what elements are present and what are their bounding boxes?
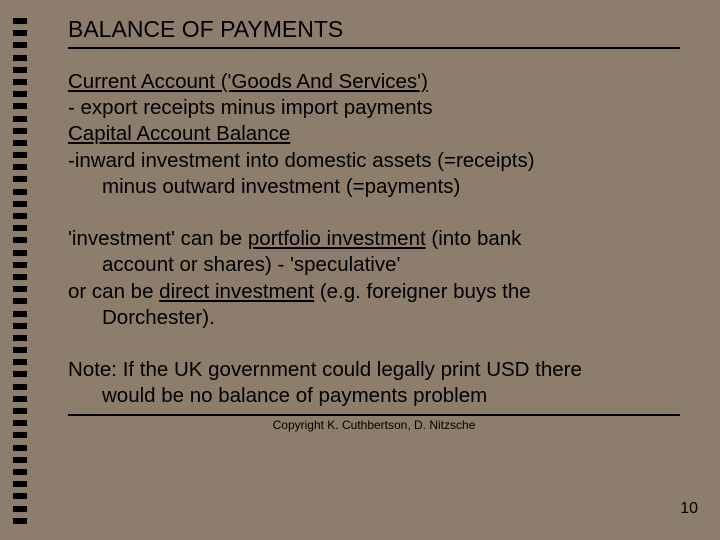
decor-tick — [13, 116, 27, 122]
text-line: minus outward investment (=payments) — [68, 174, 680, 200]
decor-tick — [13, 408, 27, 414]
decor-tick — [13, 176, 27, 182]
decor-tick — [13, 79, 27, 85]
decor-tick — [13, 55, 27, 61]
text-run: - export receipts minus import payments — [68, 96, 433, 119]
text-run: 'investment' can be — [68, 227, 248, 250]
blank-line — [68, 331, 680, 357]
decor-tick — [13, 30, 27, 36]
decor-tick — [13, 457, 27, 463]
decor-tick — [13, 225, 27, 231]
page-number: 10 — [680, 500, 698, 518]
slide-title: BALANCE OF PAYMENTS — [68, 16, 690, 43]
slide-content: BALANCE OF PAYMENTS Current Account ('Go… — [40, 0, 720, 540]
decor-tick — [13, 311, 27, 317]
decor-tick — [13, 323, 27, 329]
decor-tick — [13, 347, 27, 353]
decor-tick — [13, 445, 27, 451]
decor-tick — [13, 518, 27, 524]
decor-tick — [13, 152, 27, 158]
decor-tick — [13, 481, 27, 487]
decor-tick — [13, 493, 27, 499]
decor-tick — [13, 189, 27, 195]
decor-tick — [13, 298, 27, 304]
body-text: Current Account ('Goods And Services') - … — [68, 69, 680, 410]
decor-tick — [13, 18, 27, 24]
text-line: Dorchester). — [68, 305, 680, 331]
text-run: account or shares) - 'speculative' — [102, 253, 400, 276]
decor-tick — [13, 164, 27, 170]
text-run: or can be — [68, 280, 159, 303]
text-run: -inward investment into domestic assets … — [68, 149, 535, 172]
decor-tick — [13, 128, 27, 134]
title-rule — [68, 47, 680, 49]
decor-tick — [13, 359, 27, 365]
decor-tick — [13, 262, 27, 268]
text-run: (into bank — [426, 227, 522, 250]
text-line: -inward investment into domestic assets … — [68, 148, 680, 174]
decor-tick — [13, 469, 27, 475]
text-run: portfolio investment — [248, 227, 426, 250]
decor-tick — [13, 91, 27, 97]
decor-tick — [13, 103, 27, 109]
copyright-footer: Copyright K. Cuthbertson, D. Nitzsche — [68, 418, 680, 432]
decor-tick — [13, 140, 27, 146]
decor-tick — [13, 42, 27, 48]
text-line: 'investment' can be portfolio investment… — [68, 226, 680, 252]
decor-tick — [13, 213, 27, 219]
decor-tick — [13, 201, 27, 207]
text-line: account or shares) - 'speculative' — [68, 252, 680, 278]
text-run: Current Account ('Goods And Services') — [68, 70, 428, 93]
text-run: (e.g. foreigner buys the — [314, 280, 531, 303]
decor-tick — [13, 384, 27, 390]
decor-tick — [13, 274, 27, 280]
text-line: Note: If the UK government could legally… — [68, 357, 680, 383]
decor-tick — [13, 250, 27, 256]
left-decor-rail — [0, 0, 40, 540]
decor-tick — [13, 420, 27, 426]
footer-rule — [68, 414, 680, 416]
decor-tick — [13, 67, 27, 73]
decor-tick — [13, 396, 27, 402]
text-run: Dorchester). — [102, 306, 215, 329]
text-run: minus outward investment (=payments) — [102, 175, 460, 198]
text-run: direct investment — [159, 280, 314, 303]
decor-tick — [13, 506, 27, 512]
text-line: Current Account ('Goods And Services') — [68, 69, 680, 95]
text-line: - export receipts minus import payments — [68, 95, 680, 121]
decor-tick — [13, 237, 27, 243]
decor-tick — [13, 286, 27, 292]
slide: BALANCE OF PAYMENTS Current Account ('Go… — [0, 0, 720, 540]
text-run: would be no balance of payments problem — [102, 384, 487, 407]
decor-tick — [13, 432, 27, 438]
decor-tick — [13, 335, 27, 341]
text-run: Note: If the UK government could legally… — [68, 358, 582, 381]
text-line: or can be direct investment (e.g. foreig… — [68, 279, 680, 305]
decor-tick — [13, 371, 27, 377]
text-line: Capital Account Balance — [68, 121, 680, 147]
text-line: would be no balance of payments problem — [68, 383, 680, 409]
text-run: Capital Account Balance — [68, 122, 290, 145]
blank-line — [68, 200, 680, 226]
